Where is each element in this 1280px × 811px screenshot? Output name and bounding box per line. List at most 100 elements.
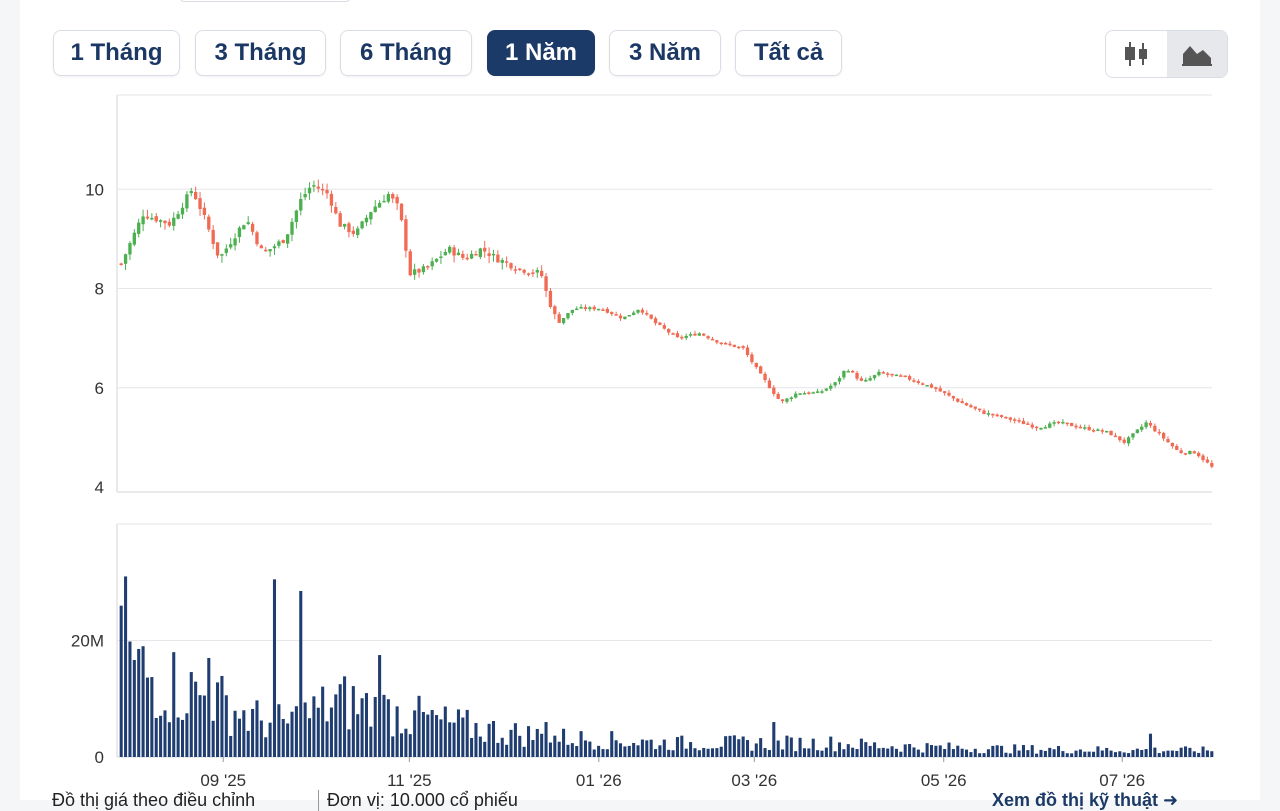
volume-bar — [470, 737, 474, 757]
volume-bar — [754, 743, 758, 757]
candle-body — [150, 217, 154, 220]
volume-bar — [386, 699, 390, 757]
volume-bar — [189, 672, 193, 757]
chart-panel — [20, 0, 1260, 800]
candle-body — [1140, 426, 1144, 430]
candlestick-icon — [1125, 42, 1148, 66]
volume-bar — [732, 735, 736, 757]
volume-bar — [978, 753, 982, 757]
candle-body — [513, 269, 518, 271]
volume-bar — [207, 657, 211, 757]
candle-body — [850, 370, 855, 373]
price-tick-label: 6 — [95, 379, 104, 398]
candle-body — [185, 194, 189, 209]
candle-body — [312, 185, 316, 187]
candle-body — [1183, 453, 1188, 455]
volume-bar — [373, 696, 377, 757]
volume-bar — [461, 717, 465, 757]
candle-body — [640, 309, 645, 313]
candle-body — [535, 269, 539, 273]
candle-body — [710, 338, 715, 341]
volume-bar — [491, 721, 496, 757]
candle-body — [548, 290, 553, 307]
volume-bar — [794, 751, 798, 757]
volume-bar — [877, 748, 881, 757]
candle-body — [715, 340, 719, 343]
candle-body — [588, 307, 592, 310]
technical-chart-link[interactable]: Xem đồ thị kỹ thuật ➜ — [992, 790, 1179, 810]
candle-body — [154, 216, 158, 222]
volume-bar — [772, 722, 776, 757]
range-1-year-button[interactable]: 1 Năm — [487, 30, 595, 76]
volume-bar — [255, 700, 259, 757]
volume-bar — [890, 746, 894, 757]
candle-body — [702, 333, 706, 336]
candle-body — [794, 393, 798, 398]
candle-body — [697, 333, 702, 336]
volume-bar — [1000, 745, 1004, 757]
candle-body — [855, 372, 859, 379]
volume-bar — [281, 718, 285, 757]
volume-bar — [938, 745, 942, 757]
volume-bar — [487, 723, 491, 757]
candle-body — [294, 210, 299, 223]
candle-body — [785, 398, 789, 402]
volume-bar — [290, 711, 294, 757]
volume-bar — [478, 736, 482, 757]
candle-body — [763, 373, 767, 381]
volume-bar — [728, 735, 732, 757]
volume-bar — [947, 742, 951, 757]
volume-bar — [334, 694, 338, 757]
volume-bar — [745, 740, 750, 757]
candle-body — [303, 194, 307, 198]
candle-body — [1105, 430, 1109, 433]
volume-bar — [145, 677, 150, 757]
candle-body — [237, 227, 242, 237]
volume-bar — [268, 722, 272, 757]
volume-bar — [1030, 745, 1034, 757]
volume-bar — [1175, 750, 1179, 757]
volume-bar — [176, 717, 180, 757]
candlestick-button[interactable] — [1106, 31, 1167, 77]
candle-body — [395, 196, 399, 204]
candle-body — [364, 217, 369, 223]
range-all-button[interactable]: Tất cả — [735, 30, 842, 76]
range-3-month-button[interactable]: 3 Tháng — [195, 30, 326, 76]
candle-body — [627, 315, 631, 317]
candle-body — [947, 392, 951, 396]
volume-bar — [216, 682, 220, 757]
volume-bar — [325, 721, 329, 757]
candle-body — [329, 193, 334, 206]
volume-bar — [391, 736, 395, 757]
candle-body — [128, 243, 132, 255]
volume-bar — [294, 706, 298, 757]
volume-bar — [1087, 751, 1091, 757]
volume-bar — [1021, 745, 1026, 757]
volume-bar — [382, 694, 386, 757]
volume-bar — [299, 590, 303, 757]
volume-bar — [167, 722, 171, 757]
volume-bar — [868, 745, 872, 757]
candle-body — [964, 403, 969, 406]
volume-bar — [364, 693, 369, 757]
volume-bar — [986, 749, 990, 757]
candle-body — [886, 373, 890, 375]
candle-body — [469, 253, 474, 259]
candle-body — [1030, 424, 1034, 428]
range-1-month-button[interactable]: 1 Tháng — [53, 30, 180, 76]
candle-body — [307, 187, 312, 194]
candle-body — [1091, 430, 1096, 432]
volume-bar — [1188, 747, 1192, 757]
volume-bar — [1004, 752, 1008, 757]
candle-body — [202, 207, 207, 215]
candle-body — [605, 308, 610, 313]
volume-bar — [137, 648, 141, 757]
range-3-year-button[interactable]: 3 Năm — [609, 30, 721, 76]
volume-bar — [1210, 751, 1214, 757]
volume-bar — [807, 748, 811, 757]
range-6-month-button[interactable]: 6 Tháng — [340, 30, 472, 76]
candle-body — [653, 318, 658, 324]
area-chart-button[interactable] — [1166, 31, 1227, 77]
volume-bar — [557, 741, 561, 757]
volume-bar — [1148, 733, 1153, 757]
